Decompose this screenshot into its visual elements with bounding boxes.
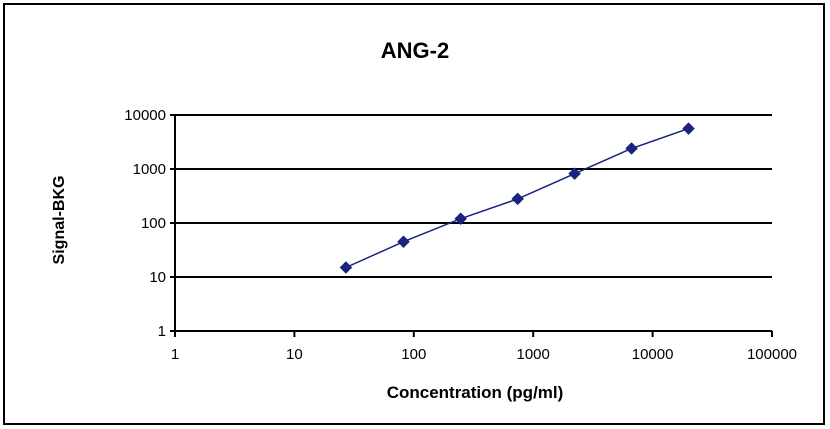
x-axis-label: Concentration (pg/ml) [387,383,564,402]
data-point-3 [511,192,525,206]
data-point-5 [625,142,638,155]
chart-frame: ANG-2 1 10 100 1000 10000 1 10 100 1000 10000 100… [3,3,825,425]
x-tick-label-10000: 10000 [632,346,674,363]
data-series [339,122,695,274]
y-tick-label-1000: 1000 [133,161,166,178]
data-point-6 [682,122,695,135]
x-tick-label-10: 10 [286,346,303,363]
x-tick-label-100000: 100000 [747,346,797,363]
y-tick-label-1: 1 [158,323,166,340]
chart-svg: ANG-2 1 10 100 1000 10000 1 10 100 1000 10000 100… [51,38,797,402]
data-point-2 [454,212,468,226]
axes [170,114,773,337]
x-tick-labels: 1 10 100 1000 10000 100000 [171,346,797,363]
data-point-0 [339,261,353,274]
data-point-1 [397,235,410,249]
data-point-4 [568,167,581,181]
y-tick-label-10: 10 [149,269,166,286]
y-tick-label-100: 100 [141,215,166,232]
y-axis-label: Signal-BKG [51,176,68,265]
x-tick-label-1000: 1000 [517,346,550,363]
grid-lines [175,114,772,278]
y-tick-label-10000: 10000 [124,107,166,124]
x-tick-label-100: 100 [401,346,426,363]
y-tick-labels: 1 10 100 1000 10000 [124,107,166,340]
chart-title: ANG-2 [381,38,449,63]
x-tick-label-1: 1 [171,346,179,363]
